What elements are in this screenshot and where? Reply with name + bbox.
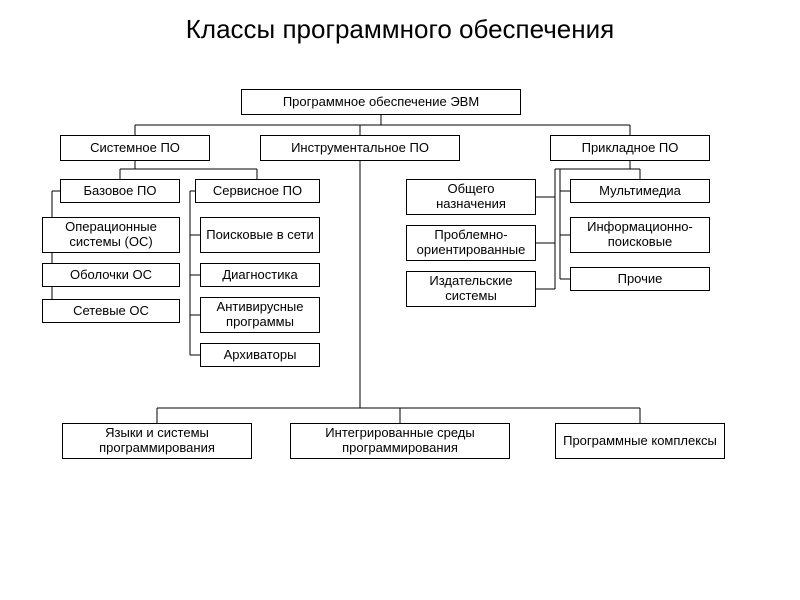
node-system: Системное ПО	[60, 135, 210, 161]
node-multimedia: Мультимедиа	[570, 179, 710, 203]
node-packages: Программные комплексы	[555, 423, 725, 459]
node-languages: Языки и системы программирования	[62, 423, 252, 459]
connector-lines	[0, 53, 800, 593]
node-netos: Сетевые ОС	[42, 299, 180, 323]
node-general: Общего назначения	[406, 179, 536, 215]
node-ide: Интегрированные среды программирования	[290, 423, 510, 459]
node-problem: Проблемно-ориентированные	[406, 225, 536, 261]
node-service: Сервисное ПО	[195, 179, 320, 203]
node-shell: Оболочки ОС	[42, 263, 180, 287]
diagram-canvas: Программное обеспечение ЭВМ Системное ПО…	[0, 53, 800, 593]
node-base: Базовое ПО	[60, 179, 180, 203]
node-diag: Диагностика	[200, 263, 320, 287]
node-root: Программное обеспечение ЭВМ	[241, 89, 521, 115]
node-applied: Прикладное ПО	[550, 135, 710, 161]
node-os: Операционные системы (ОС)	[42, 217, 180, 253]
node-instrumental: Инструментальное ПО	[260, 135, 460, 161]
node-publishing: Издательские системы	[406, 271, 536, 307]
node-other: Прочие	[570, 267, 710, 291]
page-title: Классы программного обеспечения	[0, 0, 800, 53]
node-archivers: Архиваторы	[200, 343, 320, 367]
node-antivirus: Антивирусные программы	[200, 297, 320, 333]
node-search: Поисковые в сети	[200, 217, 320, 253]
node-info-search: Информационно-поисковые	[570, 217, 710, 253]
